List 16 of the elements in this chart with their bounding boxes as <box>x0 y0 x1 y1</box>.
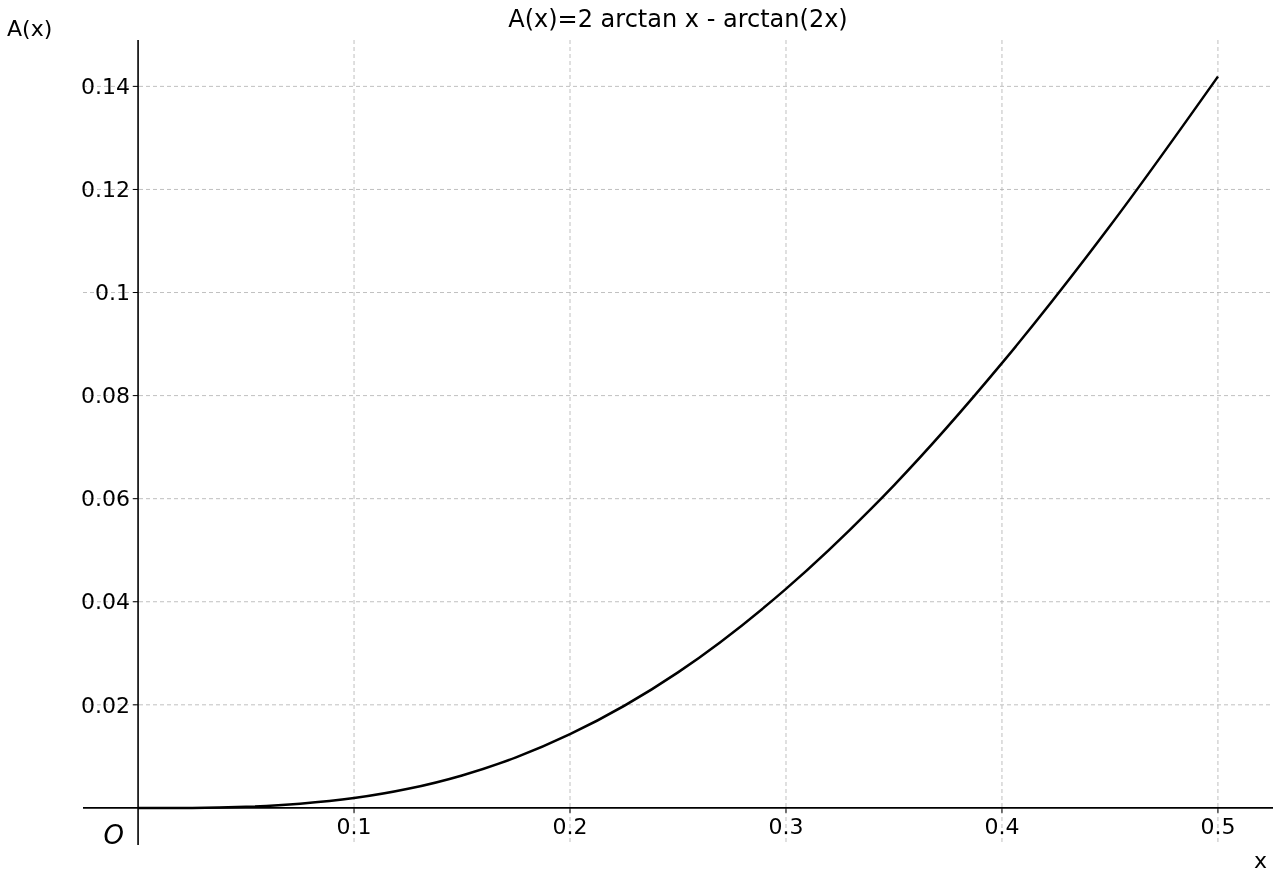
x-tick-label: 0.5 <box>1200 813 1236 839</box>
x-axis-title: x <box>1253 848 1267 873</box>
y-tick-label: 0.08 <box>81 383 131 409</box>
y-tick-label: 0.12 <box>81 177 131 203</box>
chart-title: A(x)=2 arctan x - arctan(2x) <box>508 5 848 33</box>
x-tick-label: 0.2 <box>552 813 588 839</box>
y-tick-label: 0.14 <box>81 74 131 100</box>
x-tick-label: 0.1 <box>336 813 372 839</box>
y-tick-label: 0.06 <box>81 486 131 512</box>
y-axis-title: A(x) <box>7 16 53 41</box>
y-tick-label: 0.04 <box>81 589 131 615</box>
x-tick-label: 0.3 <box>768 813 804 839</box>
x-tick-label: 0.4 <box>984 813 1020 839</box>
y-tick-label: 0.02 <box>81 692 131 718</box>
annotation: O <box>103 819 125 850</box>
y-tick-label: 0.1 <box>95 280 131 306</box>
